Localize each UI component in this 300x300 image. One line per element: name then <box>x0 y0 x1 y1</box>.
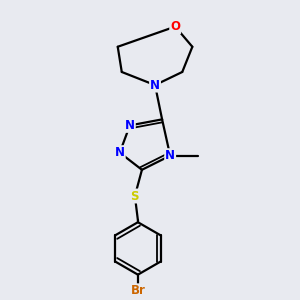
Text: S: S <box>130 190 139 202</box>
Text: Br: Br <box>130 284 145 297</box>
Text: N: N <box>115 146 125 159</box>
Text: O: O <box>170 20 180 33</box>
Text: N: N <box>125 119 135 132</box>
Text: N: N <box>150 79 160 92</box>
Text: N: N <box>165 149 175 162</box>
